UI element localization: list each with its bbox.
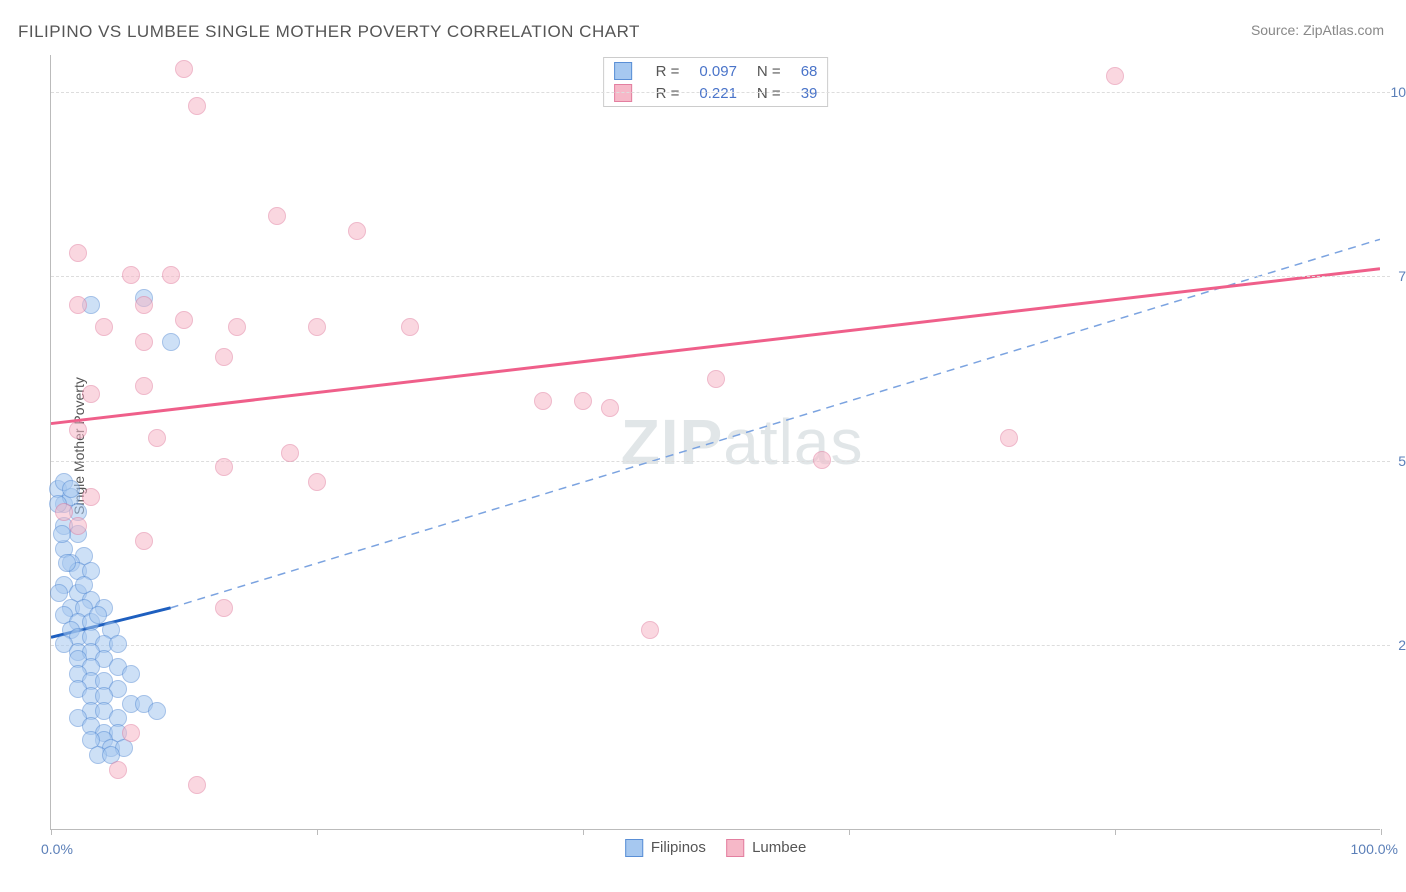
scatter-point [175, 311, 193, 329]
scatter-point [162, 266, 180, 284]
scatter-point [122, 665, 140, 683]
legend-swatch [625, 839, 643, 857]
scatter-point [122, 724, 140, 742]
n-label: N = [747, 60, 791, 82]
scatter-point [707, 370, 725, 388]
series-legend: Filipinos Lumbee [615, 839, 817, 857]
trend-lines-svg [51, 55, 1380, 829]
chart-title: FILIPINO VS LUMBEE SINGLE MOTHER POVERTY… [18, 22, 640, 42]
scatter-point [1106, 67, 1124, 85]
legend-swatch [614, 84, 632, 102]
scatter-point [109, 761, 127, 779]
x-tick-right: 100.0% [1351, 841, 1398, 857]
scatter-point [82, 488, 100, 506]
scatter-point [82, 385, 100, 403]
plot-area: ZIPatlas R =0.097N =68R =0.221N =39 Fili… [50, 55, 1380, 830]
n-value: 68 [791, 60, 828, 82]
scatter-point [574, 392, 592, 410]
legend-label: Lumbee [752, 839, 806, 856]
legend-swatch [614, 62, 632, 80]
gridline-h [51, 92, 1390, 93]
scatter-point [641, 621, 659, 639]
scatter-point [215, 599, 233, 617]
x-tick-left: 0.0% [41, 841, 73, 857]
r-value: 0.097 [689, 60, 747, 82]
corr-legend-row: R =0.097N =68 [604, 60, 828, 82]
scatter-point [75, 576, 93, 594]
scatter-point [308, 473, 326, 491]
scatter-point [308, 318, 326, 336]
scatter-point [162, 333, 180, 351]
scatter-point [268, 207, 286, 225]
x-tick [1115, 829, 1116, 835]
legend-swatch [726, 839, 744, 857]
gridline-h [51, 645, 1390, 646]
scatter-point [601, 399, 619, 417]
scatter-point [135, 296, 153, 314]
scatter-point [148, 702, 166, 720]
scatter-point [188, 776, 206, 794]
gridline-h [51, 461, 1390, 462]
x-tick [317, 829, 318, 835]
scatter-point [135, 333, 153, 351]
scatter-point [58, 554, 76, 572]
source-label: Source: ZipAtlas.com [1251, 22, 1384, 38]
scatter-point [1000, 429, 1018, 447]
watermark: ZIPatlas [621, 405, 864, 479]
scatter-point [69, 296, 87, 314]
scatter-point [348, 222, 366, 240]
scatter-point [89, 606, 107, 624]
gridline-h [51, 276, 1390, 277]
x-tick [849, 829, 850, 835]
scatter-point [188, 97, 206, 115]
scatter-point [122, 266, 140, 284]
corr-legend-row: R =0.221N =39 [604, 82, 828, 104]
chart-container: FILIPINO VS LUMBEE SINGLE MOTHER POVERTY… [0, 0, 1406, 892]
legend-item: Filipinos [625, 839, 706, 856]
scatter-point [135, 377, 153, 395]
scatter-point [109, 635, 127, 653]
legend-item: Lumbee [726, 839, 806, 856]
scatter-point [69, 421, 87, 439]
scatter-point [175, 60, 193, 78]
scatter-point [95, 318, 113, 336]
n-value: 39 [791, 82, 828, 104]
y-tick-label: 50.0% [1398, 453, 1406, 469]
scatter-point [69, 517, 87, 535]
scatter-point [69, 244, 87, 262]
r-label: R = [646, 82, 690, 104]
y-tick-label: 25.0% [1398, 637, 1406, 653]
scatter-point [62, 480, 80, 498]
scatter-point [55, 503, 73, 521]
r-label: R = [646, 60, 690, 82]
scatter-point [401, 318, 419, 336]
y-tick-label: 75.0% [1398, 268, 1406, 284]
scatter-point [135, 532, 153, 550]
correlation-legend: R =0.097N =68R =0.221N =39 [603, 57, 829, 107]
scatter-point [281, 444, 299, 462]
n-label: N = [747, 82, 791, 104]
scatter-point [50, 584, 68, 602]
x-tick [1381, 829, 1382, 835]
r-value: 0.221 [689, 82, 747, 104]
legend-label: Filipinos [651, 839, 706, 856]
y-tick-label: 100.0% [1391, 84, 1406, 100]
scatter-point [813, 451, 831, 469]
scatter-point [215, 458, 233, 476]
scatter-point [148, 429, 166, 447]
x-tick [583, 829, 584, 835]
scatter-point [228, 318, 246, 336]
scatter-point [215, 348, 233, 366]
scatter-point [534, 392, 552, 410]
x-tick [51, 829, 52, 835]
